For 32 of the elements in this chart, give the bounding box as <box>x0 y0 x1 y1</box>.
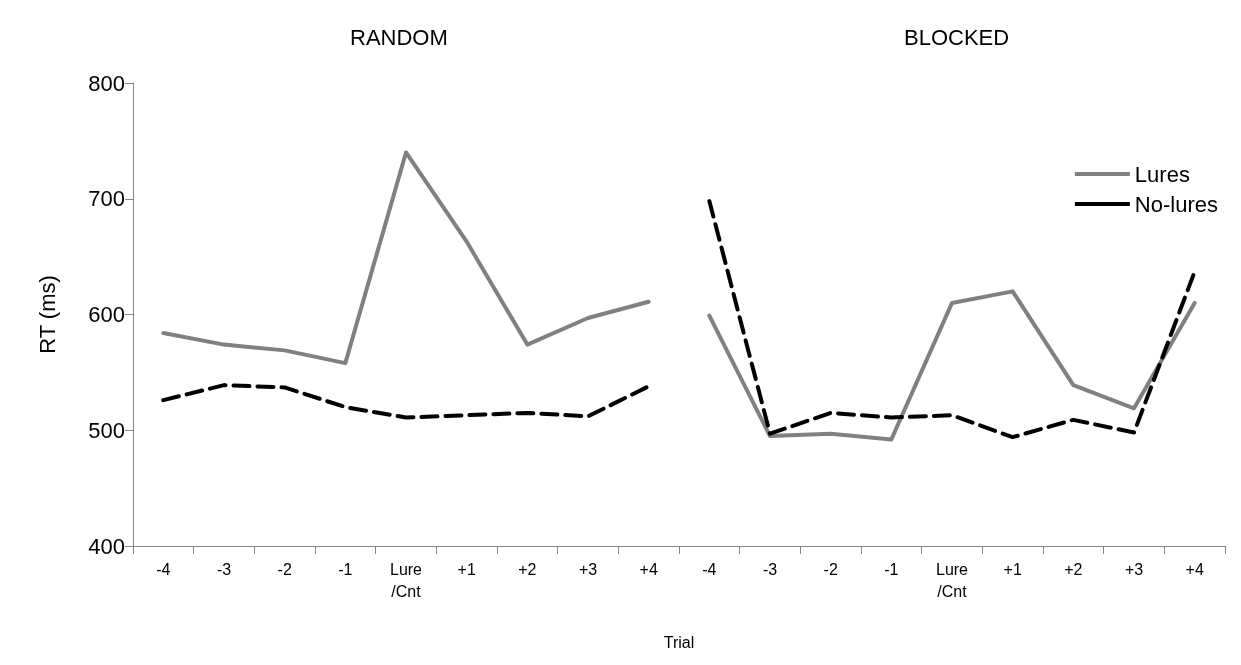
text: RANDOM <box>350 24 448 50</box>
y-tick-label: 500 <box>88 417 125 443</box>
line-series <box>707 289 1197 442</box>
x-tick-label: +4 <box>1185 560 1204 578</box>
x-tick-label: -1 <box>884 560 899 578</box>
x-tick-label: -1 <box>338 560 353 578</box>
y-tick-label: 600 <box>88 302 125 327</box>
text: BLOCKED <box>904 24 1010 50</box>
x-axis-title: Trial <box>663 633 695 651</box>
x-tick-label: +3 <box>578 560 598 578</box>
x-tick-label: Lure /Cnt <box>935 560 969 600</box>
line-series <box>161 150 651 366</box>
x-tick-label: +3 <box>1124 560 1144 578</box>
x-tick-label: -4 <box>156 560 171 578</box>
y-axis-title: RT (ms) <box>34 275 60 354</box>
legend-label: No-lures <box>1134 191 1219 217</box>
legend-label: Lures <box>1134 161 1190 187</box>
x-tick-label: -3 <box>216 560 232 578</box>
x-tick-label: +2 <box>1064 560 1083 578</box>
y-tick-label: 400 <box>88 533 125 559</box>
x-tick-label: -2 <box>277 560 292 578</box>
x-tick-label: -4 <box>702 560 717 578</box>
line-series <box>161 383 651 420</box>
x-tick-label: Lure /Cnt <box>389 560 423 600</box>
y-tick-label: 700 <box>88 186 125 212</box>
x-tick-label: +1 <box>1003 560 1022 578</box>
x-tick-label: -2 <box>823 560 838 578</box>
x-tick-label: -3 <box>762 560 778 578</box>
x-tick-label: +4 <box>639 560 658 578</box>
y-tick-label: 800 <box>88 70 125 96</box>
x-tick-label: +1 <box>457 560 476 578</box>
x-tick-label: +2 <box>518 560 537 578</box>
